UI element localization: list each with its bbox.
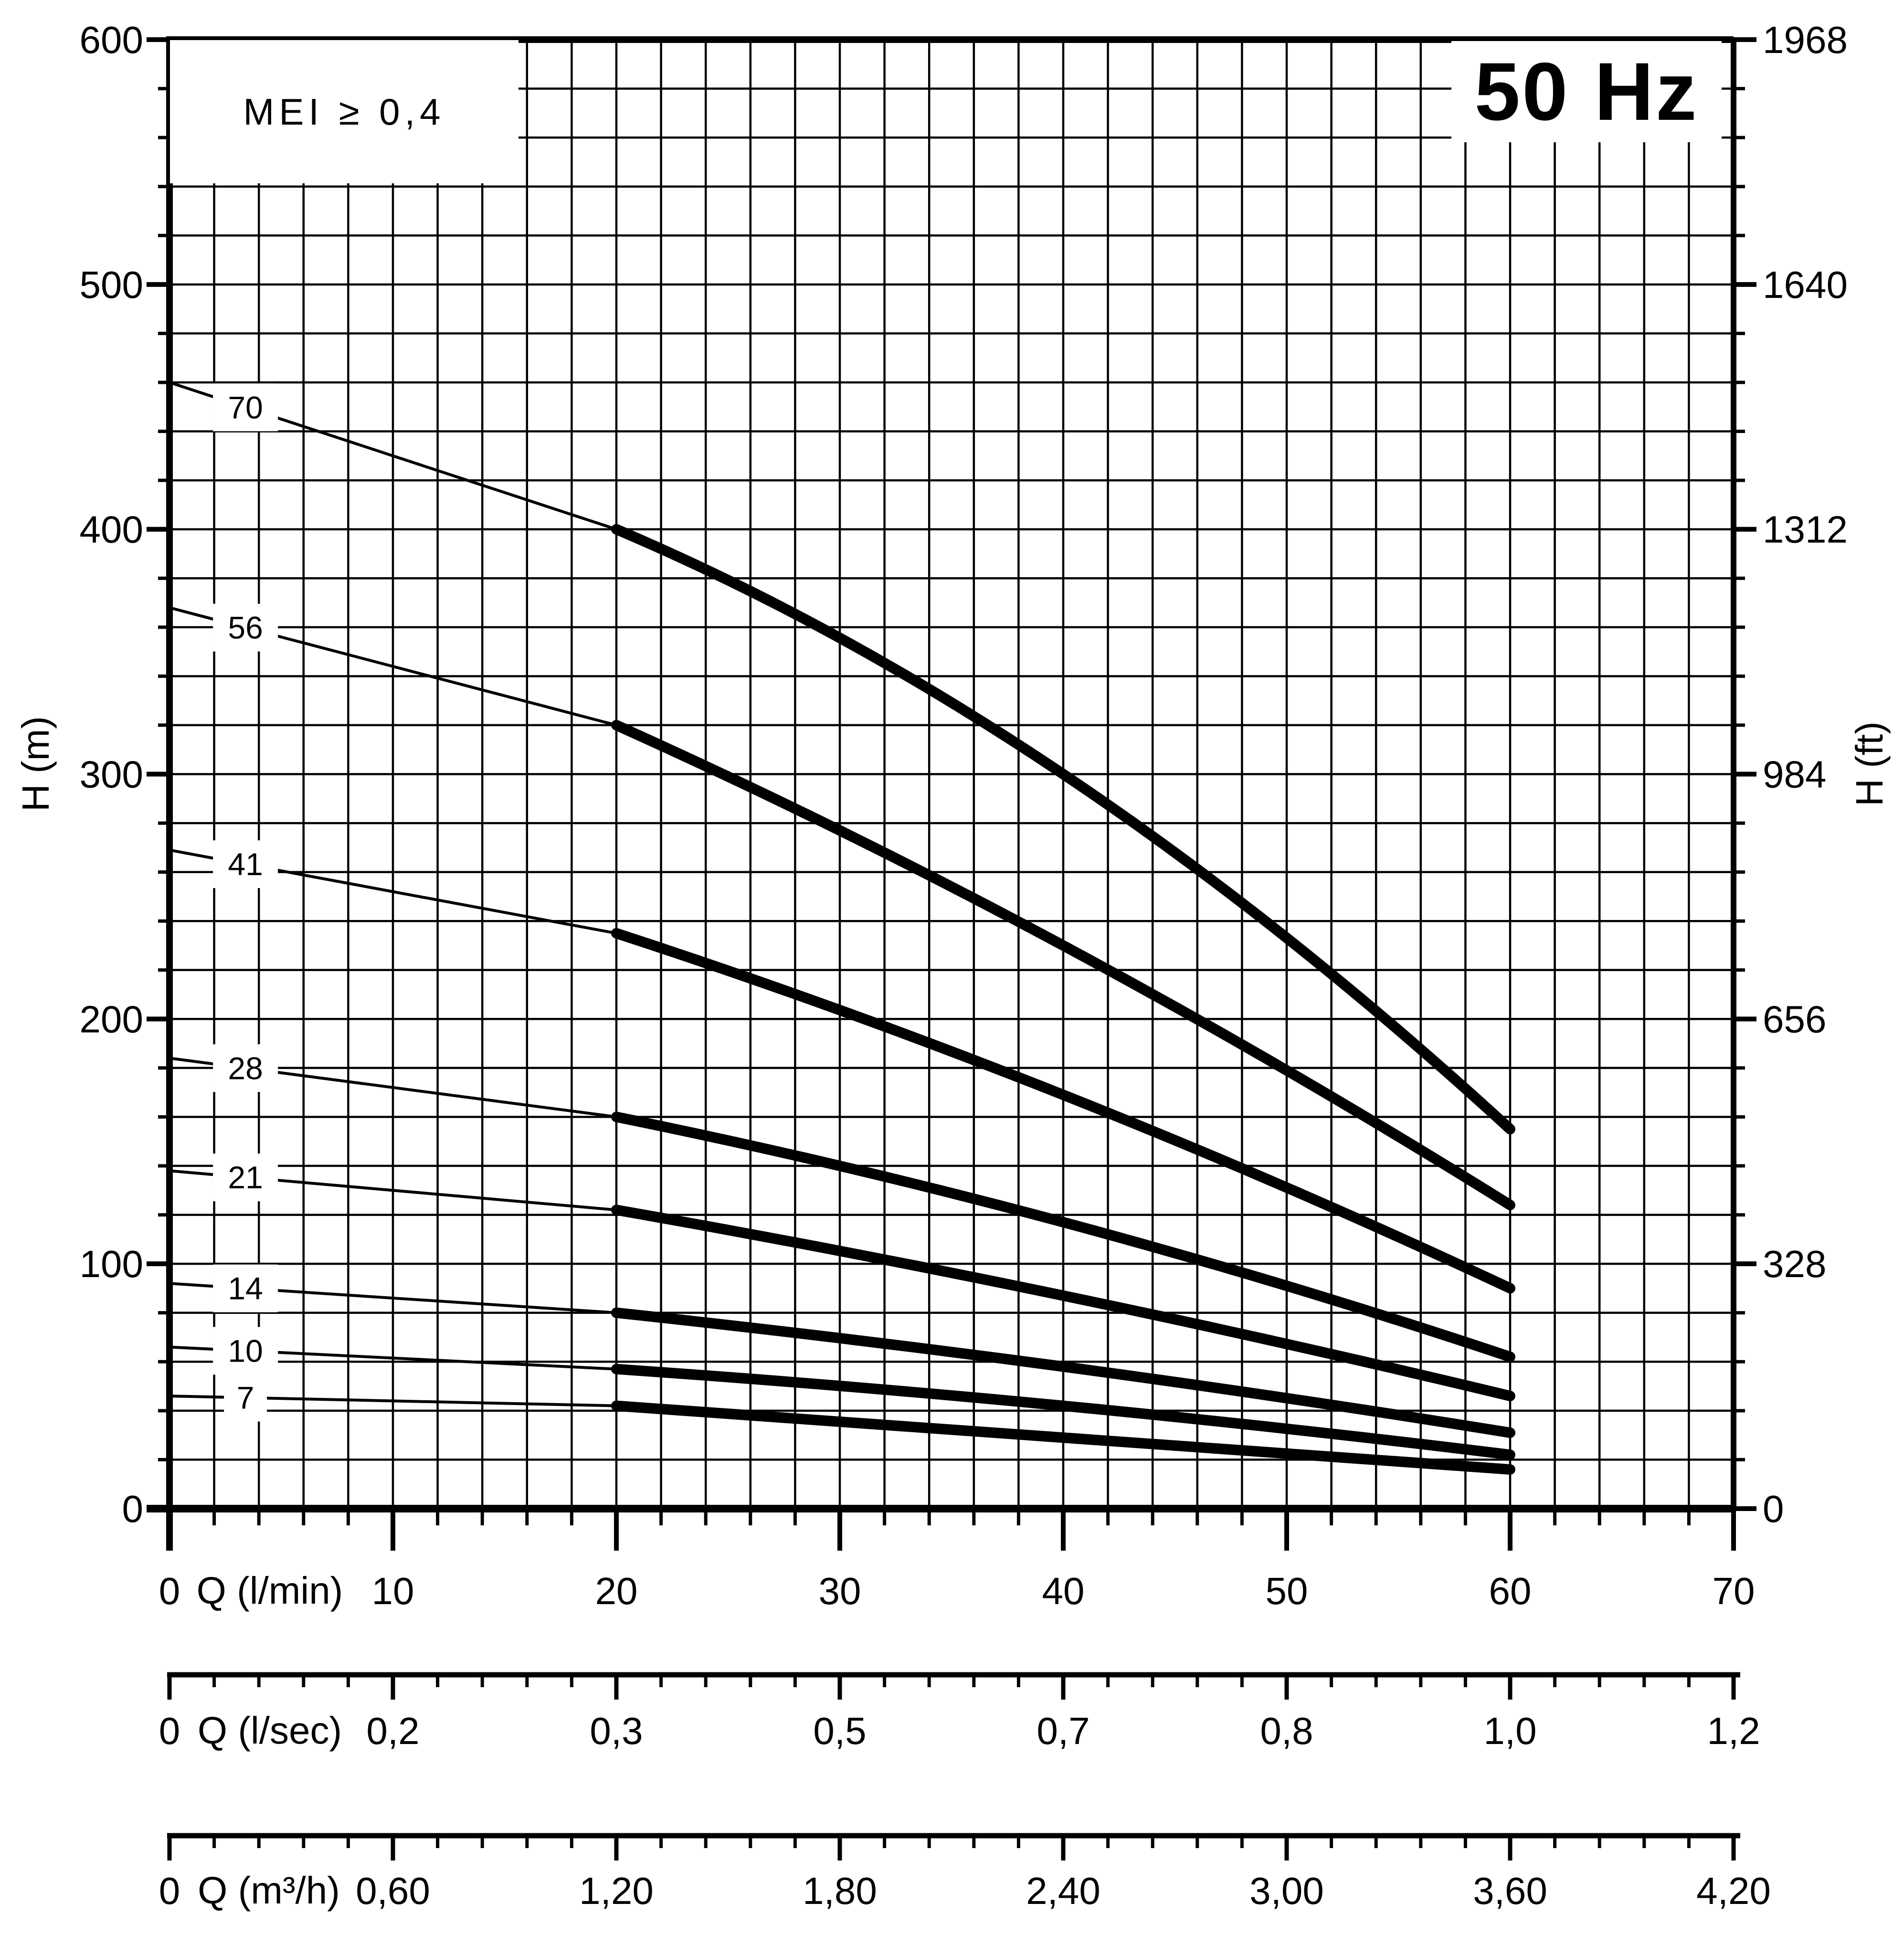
curve-thick-41: [611, 928, 1515, 1294]
curve-thick-70: [611, 524, 1515, 1135]
x-lmin-tick-label: 20: [595, 1570, 638, 1612]
curve-label-halo-70: [213, 383, 278, 432]
ruler-lsec-tick-label: 1,0: [1483, 1710, 1536, 1752]
ruler-m3h-tick-label: 3,00: [1249, 1870, 1324, 1912]
ruler-m3h-tick-label: 3,60: [1473, 1870, 1547, 1912]
curve-label-21: 21: [228, 1160, 263, 1195]
curve-thick-28: [611, 1111, 1515, 1363]
curve-thick-21: [611, 1205, 1515, 1402]
mei-badge: MEI ≥ 0,4: [170, 40, 518, 183]
y-left-tick-label: 400: [80, 508, 143, 551]
frequency-badge: 50 Hz: [1451, 41, 1722, 142]
curve-label-28: 28: [228, 1050, 263, 1086]
y-left-tick-label: 100: [80, 1243, 143, 1285]
x-axis-m3h-title: Q (m³/h): [198, 1869, 340, 1912]
ruler-lsec-tick-label: 0,3: [590, 1710, 643, 1752]
y-right-tick-label: 984: [1763, 753, 1826, 796]
y-left-tick-label: 0: [122, 1488, 144, 1530]
y-left-tick-label: 500: [80, 264, 143, 306]
y-right-tick-label: 656: [1763, 998, 1826, 1040]
x-axis-lmin-title: Q (l/min): [196, 1569, 343, 1612]
y-right-tick-label: 0: [1763, 1488, 1784, 1530]
ruler-lsec-tick-label: 0,5: [813, 1710, 866, 1752]
ruler-m3h-tick-label: 2,40: [1026, 1870, 1100, 1912]
ruler-m3h-tick-label: 1,80: [803, 1870, 877, 1912]
y-right-tick-label: 1968: [1763, 19, 1848, 61]
curve-label-halo-14: [213, 1264, 278, 1312]
y-axis-right-title: H (ft): [1848, 721, 1891, 806]
curve-label-halo-56: [213, 603, 278, 652]
curve-label-56: 56: [228, 610, 263, 645]
curve-thick-14: [611, 1307, 1515, 1438]
curve-label-41: 41: [228, 846, 263, 882]
y-left-tick-label: 600: [80, 19, 143, 61]
curve-thick-10: [611, 1364, 1515, 1460]
curve-label-7: 7: [237, 1380, 254, 1416]
ruler-lsec-tick-label: 0,2: [366, 1710, 419, 1752]
ruler-m3h-tick-label: 0: [159, 1870, 180, 1912]
ruler-lsec-tick-label: 0,7: [1037, 1710, 1090, 1752]
x-lmin-tick-label: 40: [1042, 1570, 1085, 1612]
curve-label-14: 14: [228, 1271, 263, 1306]
curve-label-halo-7: [224, 1374, 267, 1422]
x-lmin-tick-label: 30: [819, 1570, 861, 1612]
curve-label-halo-41: [213, 840, 278, 888]
curve-thick-7: [611, 1400, 1515, 1475]
x-lmin-tick-label: 70: [1713, 1570, 1755, 1612]
x-lmin-tick-label: 10: [372, 1570, 414, 1612]
curve-label-70: 70: [228, 390, 263, 425]
x-lmin-tick-label: 60: [1489, 1570, 1532, 1612]
x-lmin-tick-label: 0: [159, 1570, 180, 1612]
curve-label-10: 10: [228, 1333, 263, 1368]
y-axis-left-title: H (m): [14, 716, 57, 812]
curve-label-halo-21: [213, 1153, 278, 1202]
y-left-tick-label: 200: [80, 998, 143, 1040]
curve-label-halo-28: [213, 1044, 278, 1092]
curve-label-halo-10: [213, 1327, 278, 1375]
ruler-m3h-tick-label: 0,60: [356, 1870, 430, 1912]
y-right-tick-label: 328: [1763, 1243, 1826, 1285]
ruler-lsec-tick-label: 1,2: [1707, 1710, 1760, 1752]
ruler-m3h-tick-label: 4,20: [1696, 1870, 1771, 1912]
x-lmin-tick-label: 50: [1266, 1570, 1308, 1612]
curve-thick-56: [611, 719, 1515, 1211]
y-right-tick-label: 1312: [1763, 508, 1848, 551]
x-axis-lsec-title: Q (l/sec): [197, 1709, 342, 1752]
y-right-tick-label: 1640: [1763, 264, 1848, 306]
ruler-lsec-tick-label: 0,8: [1260, 1710, 1313, 1752]
ruler-m3h-tick-label: 1,20: [579, 1870, 654, 1912]
y-left-tick-label: 300: [80, 753, 143, 796]
ruler-lsec-tick-label: 0: [159, 1710, 180, 1752]
